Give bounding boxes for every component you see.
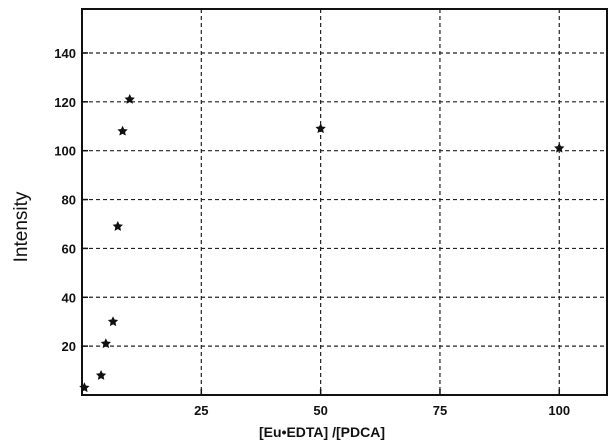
y-tick-label: 20 <box>62 339 76 354</box>
data-point <box>315 123 326 134</box>
x-tick-label: 75 <box>433 403 447 418</box>
data-point <box>79 382 90 393</box>
x-tick-label: 25 <box>194 403 208 418</box>
x-tick-label: 50 <box>313 403 327 418</box>
data-point <box>100 338 112 349</box>
plot-frame <box>81 8 608 396</box>
x-tick-label: 100 <box>548 403 570 418</box>
y-tick-label: 40 <box>62 290 76 305</box>
data-point <box>112 220 123 231</box>
tick-labels: 25 50 75 100 20 40 60 80 100 120 140 <box>54 46 570 418</box>
x-axis-label: [Eu•EDTA] /[PDCA] <box>259 424 385 440</box>
data-point <box>117 125 128 136</box>
y-tick-label: 140 <box>54 46 76 61</box>
y-tick-label: 100 <box>54 144 76 159</box>
data-point <box>124 93 135 104</box>
y-tick-label: 120 <box>54 95 76 110</box>
y-tick-label: 80 <box>62 193 76 208</box>
data-points <box>79 93 565 393</box>
y-axis-label: Intensity <box>11 191 32 262</box>
data-point <box>95 370 107 380</box>
y-tick-label: 60 <box>62 241 76 256</box>
data-point <box>554 142 565 153</box>
data-point <box>107 316 119 327</box>
gridlines <box>82 9 607 395</box>
